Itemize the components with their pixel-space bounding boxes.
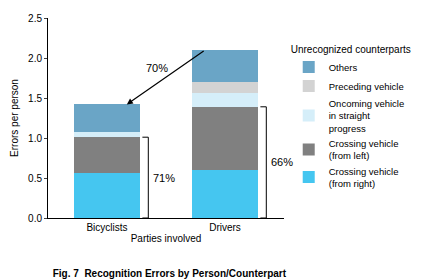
svg-text:2.0: 2.0	[28, 53, 42, 64]
svg-text:2.5: 2.5	[28, 13, 42, 24]
svg-text:Errors per person: Errors per person	[9, 79, 20, 157]
svg-text:Preceding vehicle: Preceding vehicle	[329, 81, 404, 92]
svg-text:Crossing vehicle(from right): Crossing vehicle(from right)	[329, 166, 399, 189]
svg-text:71%: 71%	[153, 172, 175, 184]
svg-text:Bicyclists: Bicyclists	[86, 222, 127, 233]
svg-text:70%: 70%	[146, 62, 168, 74]
svg-text:Fig. 7 Recognition Errors by: Fig. 7 Recognition Errors by Person/Coun…	[53, 268, 287, 279]
svg-text:Unrecognized counterparts: Unrecognized counterparts	[291, 44, 411, 55]
svg-text:66%: 66%	[271, 156, 293, 168]
svg-text:0.5: 0.5	[28, 173, 42, 184]
svg-text:Drivers: Drivers	[209, 222, 241, 233]
svg-text:Crossing vehicle(from left): Crossing vehicle(from left)	[329, 138, 399, 161]
svg-text:Parties involved: Parties involved	[131, 233, 202, 244]
svg-text:1.5: 1.5	[28, 93, 42, 104]
svg-text:Others: Others	[329, 62, 358, 73]
svg-text:Oncoming vehiclein straightpro: Oncoming vehiclein straightprogress	[329, 98, 405, 134]
svg-text:0.0: 0.0	[28, 213, 42, 224]
svg-text:1.0: 1.0	[28, 133, 42, 144]
